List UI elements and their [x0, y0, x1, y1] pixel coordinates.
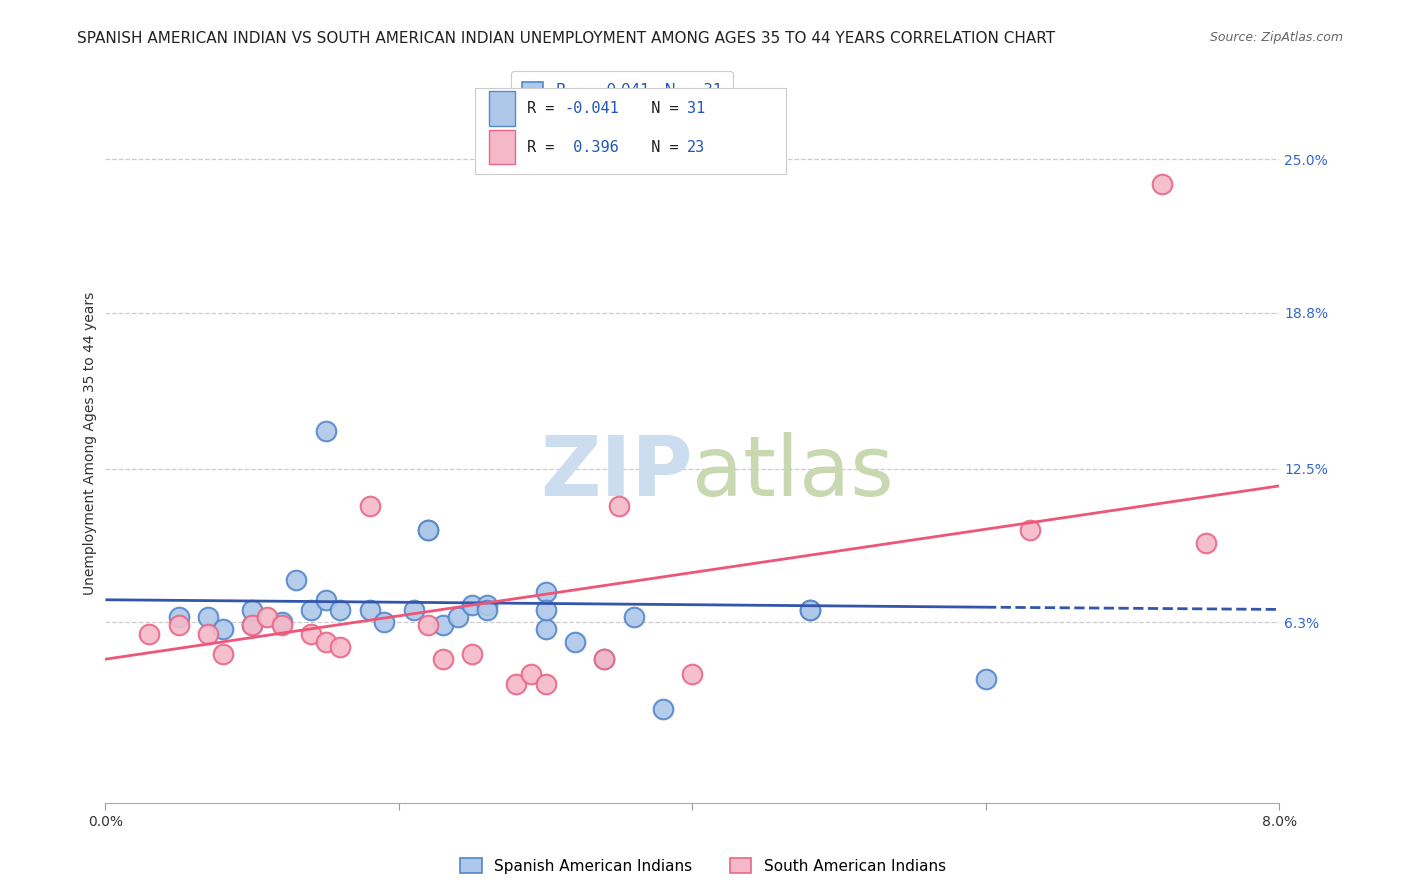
Y-axis label: Unemployment Among Ages 35 to 44 years: Unemployment Among Ages 35 to 44 years [83, 293, 97, 595]
Text: Source: ZipAtlas.com: Source: ZipAtlas.com [1209, 31, 1343, 45]
Point [799, 602, 821, 616]
Point [974, 672, 997, 686]
Point [211, 647, 233, 661]
Point [593, 652, 616, 666]
Point [1150, 177, 1173, 191]
Text: -0.041: -0.041 [564, 101, 619, 116]
Point [299, 602, 322, 616]
Point [167, 610, 190, 624]
Point [197, 610, 219, 624]
FancyBboxPatch shape [475, 88, 786, 175]
Text: SPANISH AMERICAN INDIAN VS SOUTH AMERICAN INDIAN UNEMPLOYMENT AMONG AGES 35 TO 4: SPANISH AMERICAN INDIAN VS SOUTH AMERICA… [77, 31, 1056, 46]
Point [211, 623, 233, 637]
Point [299, 627, 322, 641]
Point [315, 635, 337, 649]
Point [682, 667, 704, 681]
Point [315, 592, 337, 607]
Point [593, 652, 616, 666]
Text: 23: 23 [686, 140, 704, 154]
Text: 31: 31 [686, 101, 704, 116]
Point [418, 524, 440, 538]
Point [418, 524, 440, 538]
Point [359, 602, 381, 616]
Point [373, 615, 395, 629]
Point [461, 598, 484, 612]
Point [167, 617, 190, 632]
Point [197, 627, 219, 641]
Point [447, 610, 470, 624]
Point [520, 667, 543, 681]
Point [505, 677, 527, 691]
Point [418, 617, 440, 632]
Text: N =: N = [633, 101, 688, 116]
FancyBboxPatch shape [489, 91, 515, 126]
Text: R =: R = [527, 140, 564, 154]
Text: ZIP: ZIP [540, 432, 693, 513]
Point [623, 610, 645, 624]
Point [1195, 536, 1218, 550]
Point [432, 617, 454, 632]
Point [240, 617, 263, 632]
Point [402, 602, 425, 616]
Point [432, 652, 454, 666]
Text: N =: N = [633, 140, 688, 154]
Legend: R =  – 0.041   N =  31, R =    0.396   N =  23: R = – 0.041 N = 31, R = 0.396 N = 23 [512, 70, 733, 131]
Point [329, 640, 352, 654]
Point [270, 615, 292, 629]
Point [256, 610, 278, 624]
Point [564, 635, 586, 649]
Point [240, 602, 263, 616]
Legend: Spanish American Indians, South American Indians: Spanish American Indians, South American… [454, 852, 952, 880]
Point [652, 702, 675, 716]
Text: 0.396: 0.396 [564, 140, 619, 154]
Point [475, 602, 498, 616]
Point [534, 585, 557, 599]
Point [475, 598, 498, 612]
Point [607, 499, 630, 513]
Point [534, 602, 557, 616]
Point [359, 499, 381, 513]
Text: R =: R = [527, 101, 564, 116]
Point [329, 602, 352, 616]
Point [270, 617, 292, 632]
FancyBboxPatch shape [489, 130, 515, 164]
Point [285, 573, 308, 587]
Point [138, 627, 160, 641]
Point [315, 425, 337, 439]
Point [534, 623, 557, 637]
Text: atlas: atlas [693, 432, 894, 513]
Point [461, 647, 484, 661]
Point [1019, 524, 1042, 538]
Point [534, 677, 557, 691]
Point [240, 617, 263, 632]
Point [799, 602, 821, 616]
